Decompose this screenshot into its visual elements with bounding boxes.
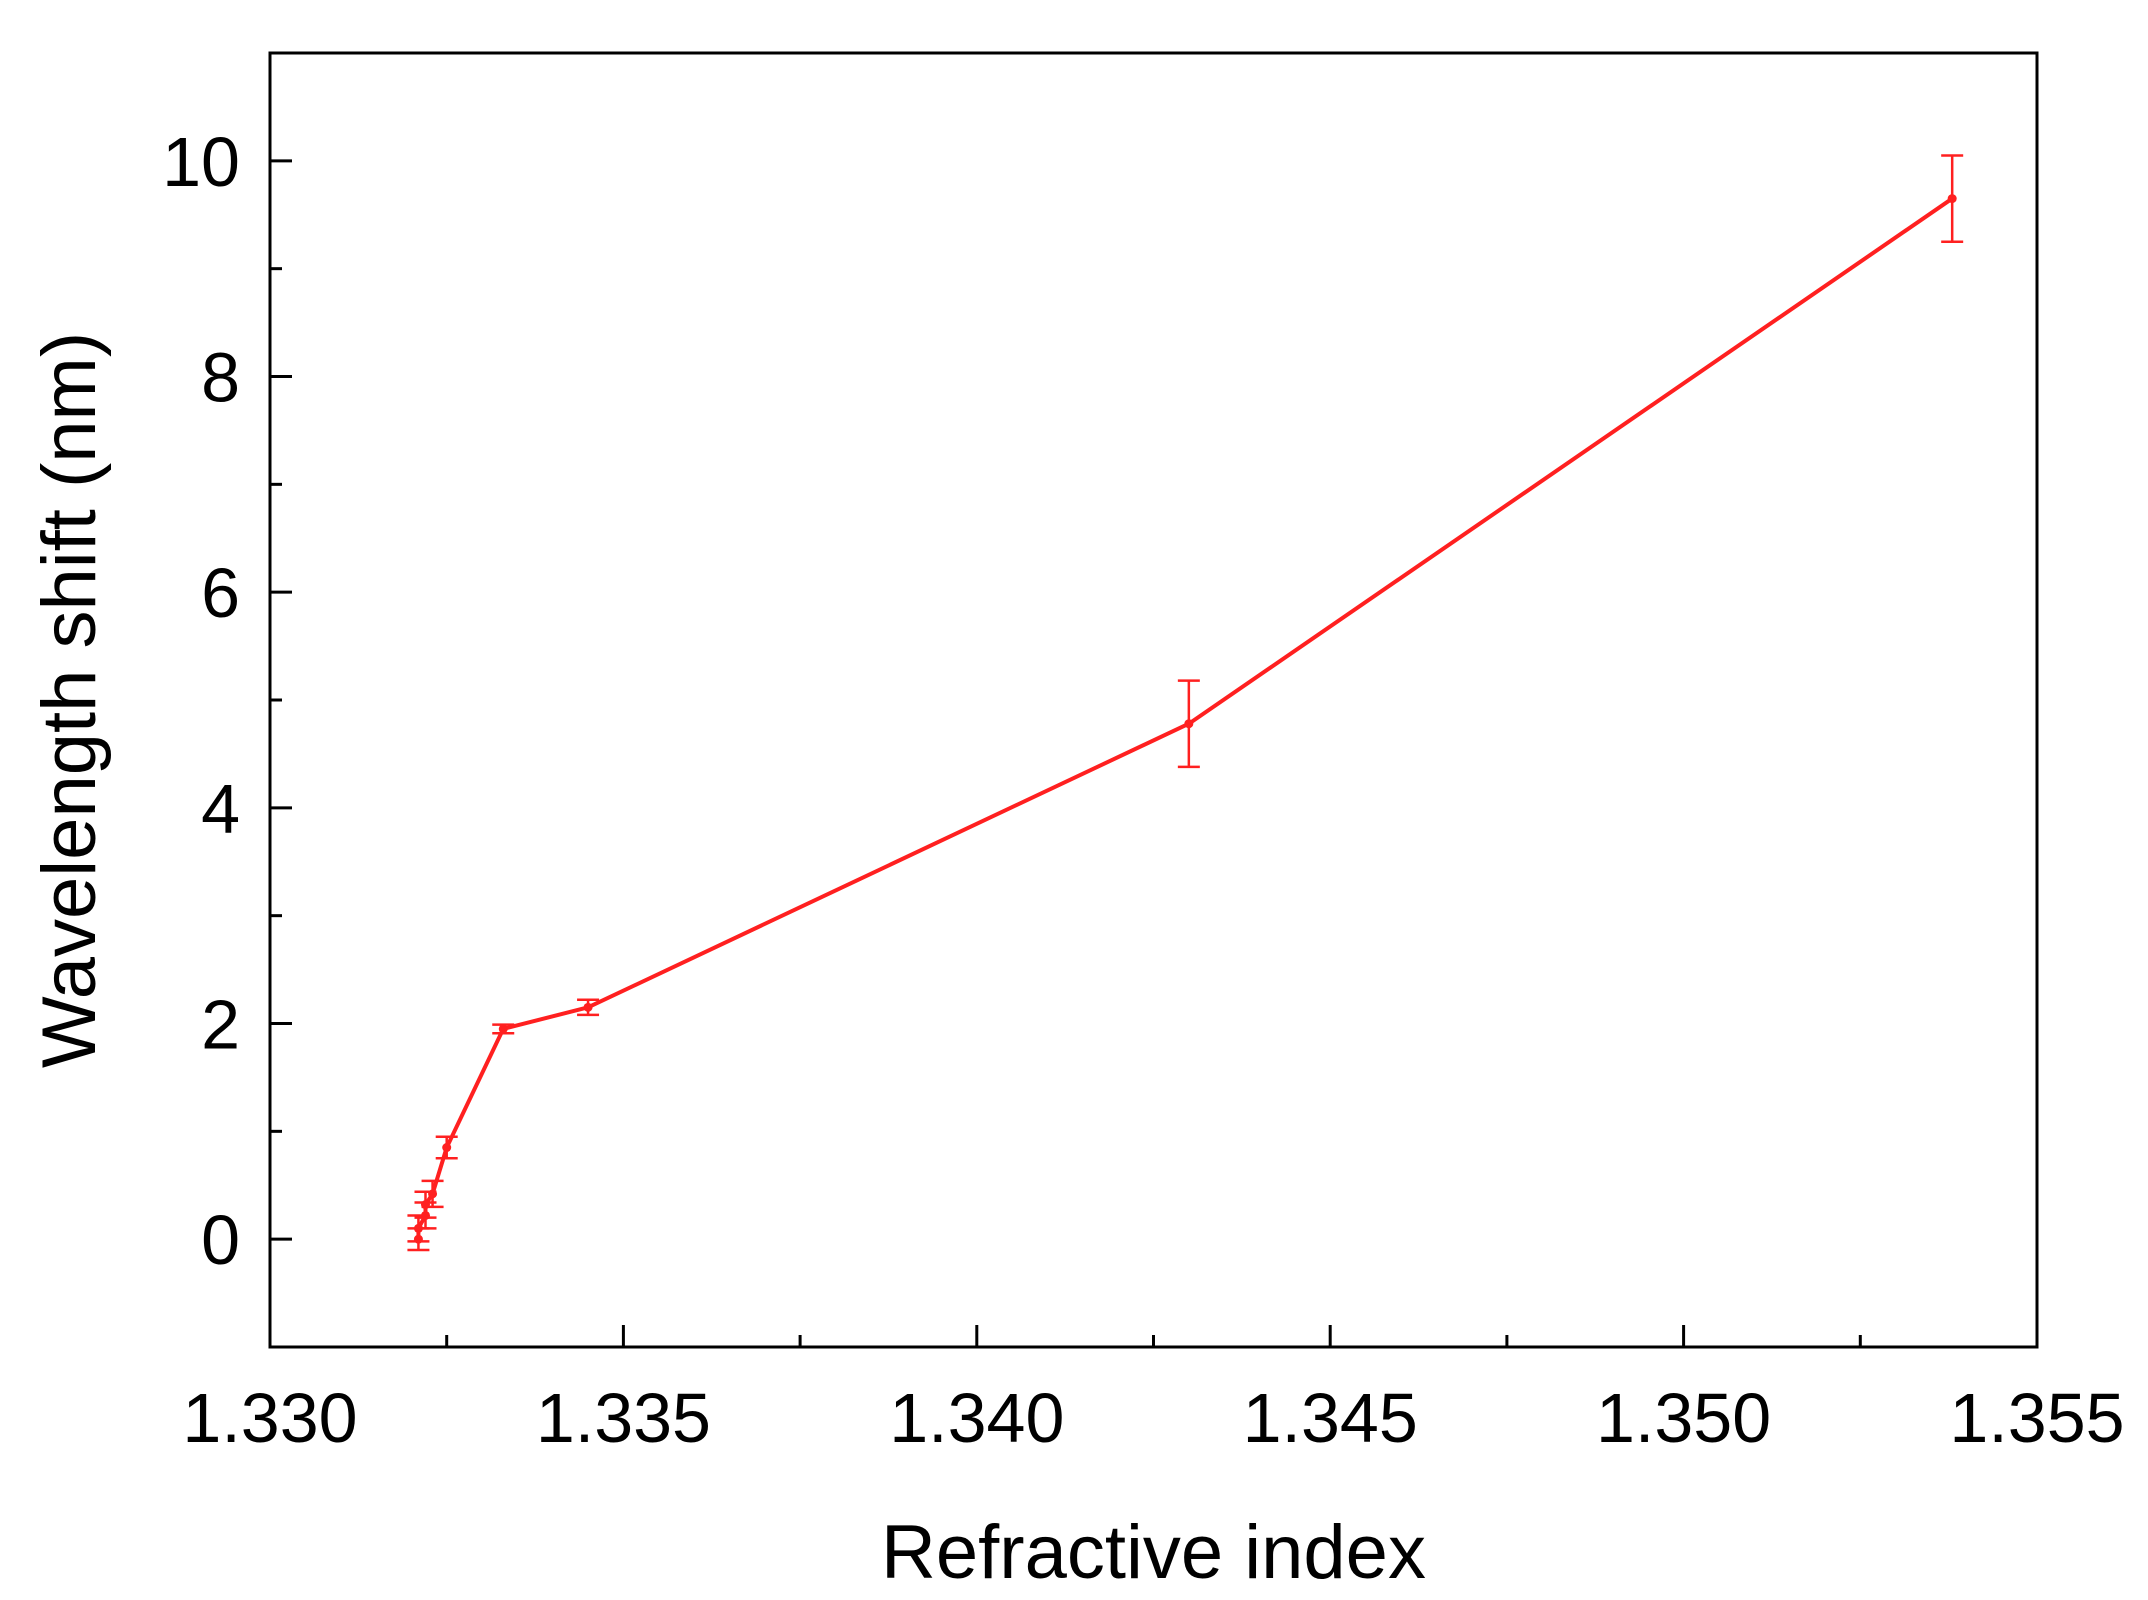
- data-point: [1947, 194, 1957, 204]
- y-tick-label: 10: [162, 123, 240, 201]
- x-tick-label: 1.340: [889, 1379, 1064, 1457]
- y-tick-label: 0: [201, 1201, 240, 1279]
- y-tick-label: 8: [201, 339, 240, 417]
- data-point: [583, 1002, 593, 1012]
- plot-layer: [407, 154, 1964, 1252]
- data-point: [428, 1189, 438, 1199]
- y-axis-title: Wavelength shift (nm): [27, 332, 112, 1068]
- data-point: [442, 1143, 452, 1153]
- y-tick-label: 4: [201, 770, 240, 848]
- plot-frame: [268, 51, 2039, 1349]
- y-tick-label: 2: [201, 986, 240, 1064]
- x-tick-label: 1.350: [1596, 1379, 1771, 1457]
- x-tick-label: 1.335: [536, 1379, 711, 1457]
- data-point: [1184, 719, 1194, 729]
- series-line: [416, 196, 1954, 1240]
- axes-layer: 1.330 1.335 1.340 1.345 1.350 1.355 0 2 4 6 8 10: [162, 51, 2125, 1457]
- x-tick-label: 1.355: [1949, 1379, 2124, 1457]
- y-tick-label: 6: [201, 554, 240, 632]
- x-axis-title: Refractive index: [881, 1510, 1426, 1595]
- x-tick-label: 1.330: [182, 1379, 357, 1457]
- data-point: [498, 1024, 508, 1034]
- x-tick-label: 1.345: [1243, 1379, 1418, 1457]
